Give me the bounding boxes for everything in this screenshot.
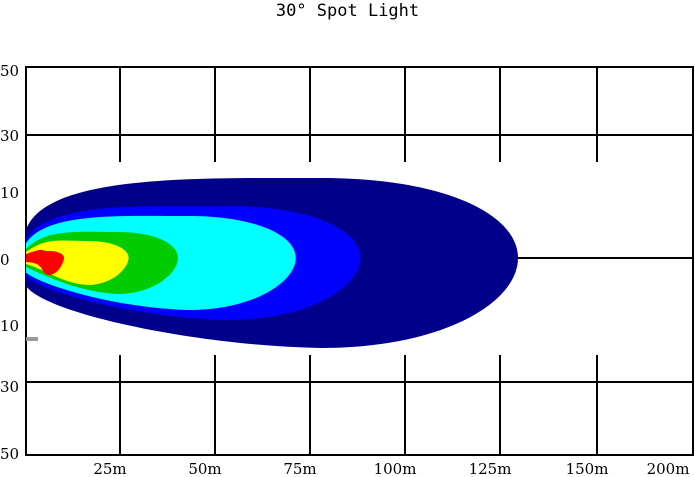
y-tick-label: 30 [0,378,19,396]
beam-layer-5 [26,249,64,275]
y-tick-label: 50 [0,445,19,463]
x-tick-label: 100m [374,460,417,477]
y-tick-labels: 50 30 10 0 10 30 50 [0,62,19,463]
y-tick-label: 0 [0,251,10,269]
x-tick-label: 200m [647,460,690,477]
x-tick-label: 25m [93,460,126,477]
y-tick-label: 10 [0,184,19,202]
x-tick-label: 50m [188,460,221,477]
x-tick-label: 75m [283,460,316,477]
y-tick-label: 10 [0,317,19,335]
x-tick-labels: 25m 50m 75m 100m 125m 150m 200m [93,460,689,477]
y-tick-label: 50 [0,62,19,80]
x-tick-label: 150m [566,460,609,477]
legend-marker [26,337,38,341]
x-tick-label: 125m [469,460,512,477]
chart-title: 30° Spot Light [275,1,420,21]
y-tick-label: 30 [0,127,19,145]
beam-pattern [26,177,693,348]
